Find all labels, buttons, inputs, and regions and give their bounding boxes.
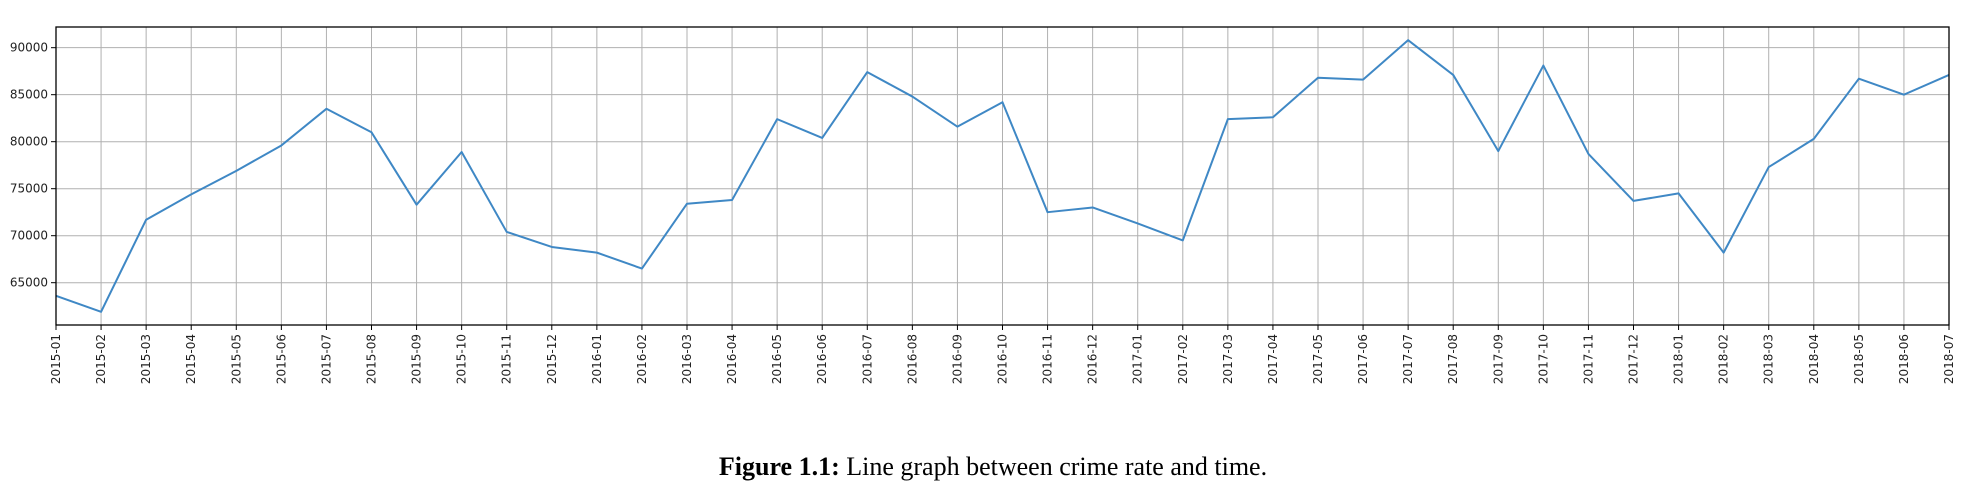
x-tick-label: 2016-07	[860, 334, 874, 384]
y-tick-label: 85000	[10, 88, 48, 102]
x-tick-label: 2015-11	[500, 334, 514, 384]
x-tick-label: 2017-05	[1311, 334, 1325, 384]
x-tick-label: 2017-04	[1266, 334, 1280, 384]
x-tick-label: 2018-01	[1672, 334, 1686, 384]
x-tick-label: 2016-06	[815, 334, 829, 384]
x-tick-label: 2015-01	[49, 334, 63, 384]
x-tick-label: 2017-06	[1356, 334, 1370, 384]
x-tick-label: 2016-05	[770, 334, 784, 384]
x-tick-label: 2018-06	[1897, 334, 1911, 384]
x-tick-label: 2016-04	[725, 334, 739, 384]
x-tick-label: 2015-02	[94, 334, 108, 384]
x-tick-label: 2017-01	[1131, 334, 1145, 384]
x-tick-label: 2015-09	[410, 334, 424, 384]
x-tick-label: 2015-06	[274, 334, 288, 384]
x-tick-label: 2018-05	[1852, 334, 1866, 384]
x-tick-label: 2015-07	[319, 334, 333, 384]
x-tick-label: 2017-07	[1401, 334, 1415, 384]
x-tick-label: 2015-08	[365, 334, 379, 384]
x-tick-label: 2015-05	[229, 334, 243, 384]
y-tick-label: 65000	[10, 276, 48, 290]
x-tick-label: 2016-09	[950, 334, 964, 384]
y-axis-ticks: 65000 70000 75000 80000 85000 90000	[10, 41, 56, 290]
x-tick-label: 2016-02	[635, 334, 649, 384]
x-tick-label: 2017-08	[1446, 334, 1460, 384]
caption-label: Figure 1.1:	[718, 452, 840, 481]
x-tick-label: 2017-03	[1221, 334, 1235, 384]
x-tick-label: 2017-10	[1536, 334, 1550, 384]
x-gridlines	[55, 27, 1950, 325]
x-tick-label: 2017-09	[1491, 334, 1505, 384]
caption-text: Line graph between crime rate and time.	[839, 452, 1268, 481]
y-tick-label: 70000	[10, 229, 48, 243]
figure-caption: Figure 1.1: Line graph between crime rat…	[0, 452, 1986, 482]
x-tick-label: 2016-12	[1086, 334, 1100, 384]
x-tick-label: 2015-10	[455, 334, 469, 384]
x-tick-label: 2015-12	[545, 334, 559, 384]
y-tick-label: 90000	[10, 41, 48, 55]
x-tick-label: 2016-01	[590, 334, 604, 384]
x-tick-label: 2017-02	[1176, 334, 1190, 384]
x-axis-ticks: 2015-01 2015-02 2015-03 2015-04 2015-05 2015-…	[49, 325, 1956, 384]
y-tick-label: 75000	[10, 182, 48, 196]
x-tick-label: 2015-03	[139, 334, 153, 384]
series-group	[55, 39, 1950, 313]
x-tick-label: 2017-12	[1627, 334, 1641, 384]
x-tick-label: 2015-04	[184, 334, 198, 384]
x-tick-label: 2016-03	[680, 334, 694, 384]
y-tick-label: 80000	[10, 135, 48, 149]
x-tick-label: 2016-08	[905, 334, 919, 384]
x-tick-label: 2018-07	[1942, 334, 1956, 384]
x-tick-label: 2016-10	[996, 334, 1010, 384]
x-tick-label: 2018-04	[1807, 334, 1821, 384]
x-tick-label: 2018-02	[1717, 334, 1731, 384]
x-tick-label: 2018-03	[1762, 334, 1776, 384]
x-tick-label: 2016-11	[1041, 334, 1055, 384]
x-tick-label: 2017-11	[1581, 334, 1595, 384]
